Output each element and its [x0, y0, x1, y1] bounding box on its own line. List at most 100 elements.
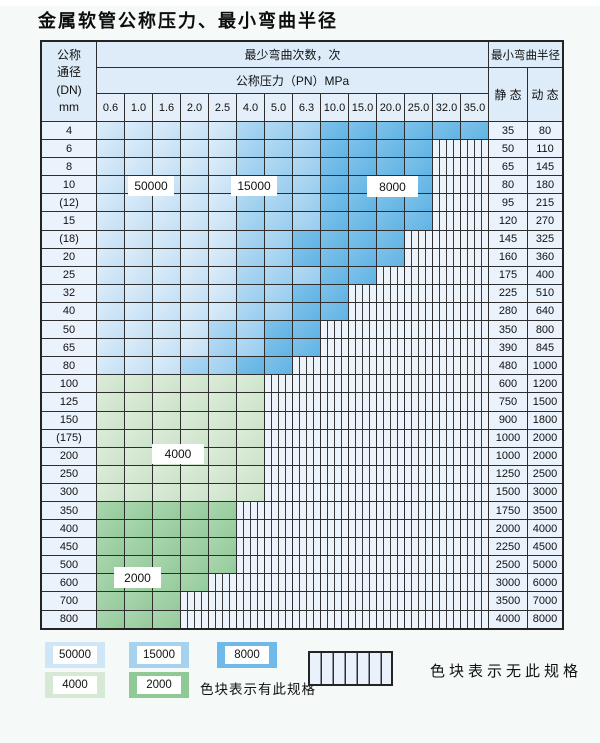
- no-spec-cell: [321, 592, 348, 610]
- no-spec-cell: [293, 610, 320, 628]
- static-radius-value: 35: [489, 122, 527, 140]
- spec-cell: [293, 158, 320, 176]
- no-spec-cell: [265, 429, 292, 447]
- no-spec-cell: [321, 411, 348, 429]
- zone-label-8000: 8000: [367, 176, 418, 197]
- static-radius-value: 1250: [489, 465, 527, 483]
- header-pressure-1.6: 1.6: [153, 94, 180, 121]
- spec-cell: [209, 158, 236, 176]
- header-pressure-5.0: 5.0: [265, 94, 292, 121]
- spec-cell: [97, 429, 124, 447]
- spec-cell: [181, 248, 208, 266]
- spec-cell: [97, 357, 124, 375]
- zone-label-4000: 4000: [152, 444, 204, 464]
- legend-swatch-4000: 4000: [45, 672, 105, 698]
- spec-cell: [265, 357, 292, 375]
- dn-cell: 450: [42, 538, 96, 556]
- spec-cell: [97, 284, 124, 302]
- spec-cell: [321, 176, 348, 194]
- spec-cell: [237, 483, 264, 501]
- spec-cell: [265, 212, 292, 230]
- spec-cell: [349, 194, 376, 212]
- dn-cell: 100: [42, 375, 96, 393]
- dynamic-radius-value: 2000: [528, 447, 562, 465]
- dn-cell: 400: [42, 520, 96, 538]
- legend-no-spec-swatch: [308, 651, 393, 686]
- static-radius-value: 2250: [489, 538, 527, 556]
- dn-cell: 40: [42, 302, 96, 321]
- spec-cell: [181, 538, 208, 556]
- header-pressure-20.0: 20.0: [377, 94, 404, 121]
- dynamic-radius-value: 1800: [528, 411, 562, 429]
- spec-cell: [181, 393, 208, 411]
- spec-cell: [97, 176, 124, 194]
- spec-cell: [293, 248, 320, 266]
- spec-cell: [349, 212, 376, 230]
- legend-has-spec-text: 色块表示有此规格: [200, 682, 316, 697]
- page-top-margin: [0, 0, 600, 6]
- spec-cell: [125, 610, 152, 628]
- no-spec-cell: [461, 610, 488, 628]
- spec-cell: [125, 122, 152, 140]
- dn-cell: 25: [42, 266, 96, 284]
- spec-cell: [209, 230, 236, 248]
- spec-cell: [125, 501, 152, 520]
- no-spec-cell: [433, 212, 460, 230]
- static-radius-value: 1000: [489, 429, 527, 447]
- no-spec-cell: [433, 321, 460, 339]
- spec-cell: [293, 321, 320, 339]
- spec-cell: [209, 321, 236, 339]
- static-radius-value: 175: [489, 266, 527, 284]
- spec-cell: [153, 194, 180, 212]
- spec-cell: [293, 302, 320, 321]
- no-spec-cell: [433, 520, 460, 538]
- dynamic-radius-value: 6000: [528, 574, 562, 592]
- spec-cell: [97, 447, 124, 465]
- spec-cell: [181, 212, 208, 230]
- static-radius-value: 120: [489, 212, 527, 230]
- no-spec-cell: [349, 501, 376, 520]
- dn-cell: 80: [42, 357, 96, 375]
- static-radius-value: 600: [489, 375, 527, 393]
- no-spec-cell: [461, 465, 488, 483]
- spec-cell: [265, 158, 292, 176]
- static-radius-value: 65: [489, 158, 527, 176]
- spec-cell: [209, 429, 236, 447]
- spec-cell: [321, 302, 348, 321]
- no-spec-cell: [349, 610, 376, 628]
- legend-swatch-2000-label: 2000: [137, 676, 181, 694]
- no-spec-cell: [349, 429, 376, 447]
- spec-cell: [181, 339, 208, 357]
- no-spec-cell: [293, 375, 320, 393]
- spec-cell: [97, 230, 124, 248]
- no-spec-cell: [377, 501, 404, 520]
- dn-cell: 200: [42, 447, 96, 465]
- static-radius-value: 160: [489, 248, 527, 266]
- spec-cell: [237, 339, 264, 357]
- no-spec-cell: [377, 339, 404, 357]
- no-spec-cell: [377, 592, 404, 610]
- spec-cell: [237, 284, 264, 302]
- no-spec-cell: [293, 465, 320, 483]
- dynamic-radius-value: 3500: [528, 501, 562, 520]
- dn-cell: 125: [42, 393, 96, 411]
- spec-cell: [237, 411, 264, 429]
- spec-cell: [153, 501, 180, 520]
- no-spec-cell: [349, 465, 376, 483]
- spec-cell: [97, 122, 124, 140]
- no-spec-cell: [209, 574, 236, 592]
- no-spec-cell: [461, 194, 488, 212]
- spec-cell: [349, 122, 376, 140]
- no-spec-cell: [293, 411, 320, 429]
- spec-cell: [125, 339, 152, 357]
- no-spec-cell: [377, 483, 404, 501]
- no-spec-cell: [405, 302, 432, 321]
- spec-cell: [237, 266, 264, 284]
- no-spec-cell: [461, 158, 488, 176]
- no-spec-cell: [321, 339, 348, 357]
- legend-swatch-50000: 50000: [45, 642, 105, 668]
- spec-cell: [125, 248, 152, 266]
- dynamic-radius-value: 360: [528, 248, 562, 266]
- spec-cell: [97, 393, 124, 411]
- dn-cell: 250: [42, 465, 96, 483]
